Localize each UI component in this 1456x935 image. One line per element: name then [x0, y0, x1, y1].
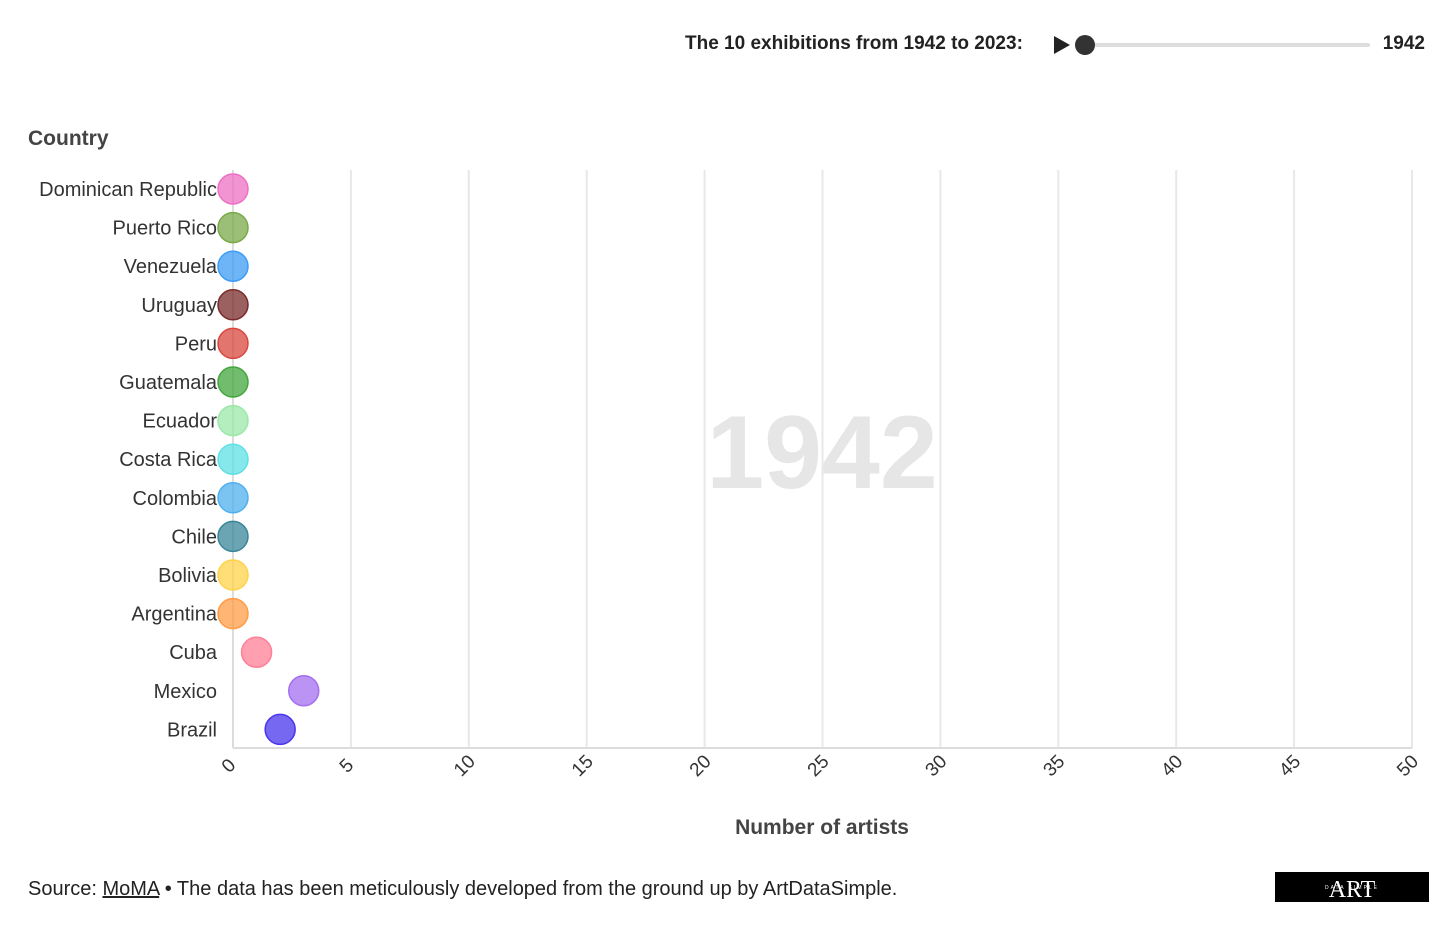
data-point[interactable]: [217, 211, 249, 244]
data-point[interactable]: [217, 327, 249, 360]
data-point[interactable]: [217, 404, 249, 437]
artdatasimple-logo: ART DATA SIMPLE: [1275, 872, 1429, 903]
y-tick-label: Argentina: [131, 604, 217, 626]
x-tick-label: 40: [1157, 751, 1187, 781]
data-point[interactable]: [217, 289, 249, 321]
logo-subtext: DATA SIMPLE: [1325, 885, 1379, 891]
y-tick-label: Peru: [175, 333, 217, 355]
x-tick-label: 35: [1040, 751, 1070, 781]
x-tick-label: 50: [1393, 751, 1423, 781]
y-tick-label: Uruguay: [141, 295, 217, 317]
y-tick-label: Ecuador: [143, 411, 218, 433]
y-tick-label: Chile: [171, 526, 217, 548]
x-tick-label: 25: [804, 751, 834, 781]
y-axis-title: Country: [28, 127, 109, 150]
x-tick-label: 45: [1275, 751, 1305, 781]
data-point[interactable]: [217, 482, 249, 514]
source-prefix: Source:: [28, 878, 103, 900]
y-tick-label: Puerto Rico: [113, 218, 218, 240]
timeline-control: The 10 exhibitions from 1942 to 2023: 19…: [640, 30, 1430, 60]
x-tick-label: 5: [336, 755, 358, 777]
data-point[interactable]: [264, 713, 296, 746]
timeline-year-value: 1942: [1382, 33, 1425, 54]
timeline-slider-track[interactable]: [1085, 43, 1370, 47]
x-tick-label: 30: [922, 751, 952, 781]
y-tick-label: Cuba: [169, 642, 218, 664]
x-tick-label: 10: [450, 751, 480, 781]
data-point[interactable]: [217, 366, 249, 398]
data-point[interactable]: [217, 597, 249, 630]
x-tick-label: 0: [218, 755, 240, 777]
y-tick-label: Colombia: [133, 488, 218, 510]
data-point[interactable]: [217, 443, 249, 475]
data-point[interactable]: [217, 520, 249, 553]
logo-graphic: ART DATA SIMPLE: [1325, 877, 1379, 903]
timeline-label: The 10 exhibitions from 1942 to 2023:: [685, 33, 1023, 54]
y-tick-label: Mexico: [154, 681, 217, 703]
y-tick-label: Dominican Republic: [39, 179, 217, 201]
data-point[interactable]: [217, 173, 249, 205]
source-note: Source: MoMA • The data has been meticul…: [28, 878, 897, 901]
y-tick-label: Guatemala: [119, 372, 218, 394]
data-point[interactable]: [287, 675, 320, 707]
data-point[interactable]: [217, 559, 249, 591]
logo-text: ART: [1329, 877, 1376, 902]
x-tick-label: 15: [568, 751, 598, 781]
x-axis-title: Number of artists: [735, 816, 909, 839]
data-point[interactable]: [217, 250, 249, 282]
y-tick-label: Costa Rica: [119, 449, 218, 471]
y-tick-label: Venezuela: [124, 256, 218, 278]
y-tick-label: Bolivia: [158, 565, 218, 587]
timeline-slider-handle[interactable]: [1075, 35, 1095, 55]
data-point[interactable]: [240, 636, 273, 668]
x-tick-label: 20: [686, 751, 716, 781]
bubble-chart: Country 1942 0 5 10 15 20 25 30 35 40 45 50 Domini…: [28, 127, 1423, 839]
source-suffix: • The data has been meticulously develop…: [159, 878, 898, 900]
play-icon[interactable]: [1054, 36, 1070, 54]
y-tick-label: Brazil: [167, 719, 217, 741]
source-link[interactable]: MoMA: [102, 878, 160, 900]
